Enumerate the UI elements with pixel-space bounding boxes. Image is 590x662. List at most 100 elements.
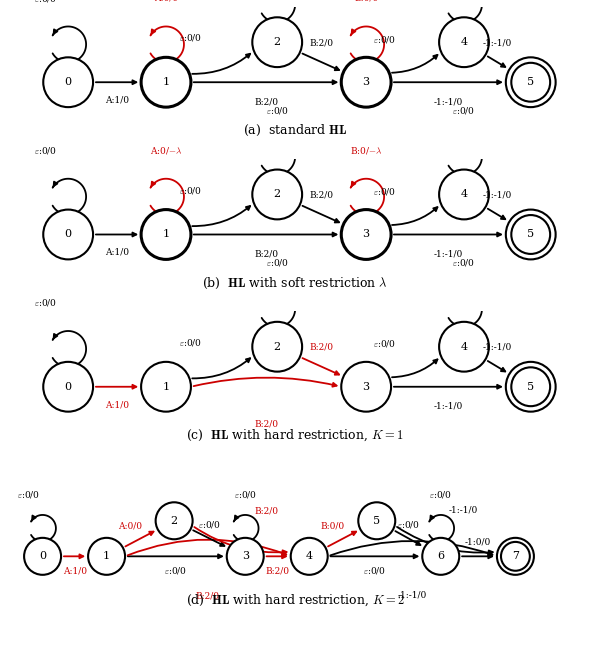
Circle shape (88, 538, 125, 575)
Text: B:2/0: B:2/0 (254, 506, 278, 515)
FancyArrowPatch shape (488, 209, 505, 219)
Text: $\varepsilon$:0/0: $\varepsilon$:0/0 (34, 297, 57, 308)
Text: B:0/0: B:0/0 (320, 521, 345, 530)
Text: B:0/0: B:0/0 (354, 0, 378, 3)
Circle shape (227, 538, 264, 575)
FancyArrowPatch shape (330, 554, 418, 558)
Text: $\varepsilon$:0/0: $\varepsilon$:0/0 (453, 105, 476, 116)
FancyArrowPatch shape (126, 532, 153, 546)
FancyArrowPatch shape (303, 206, 339, 222)
Text: $\varepsilon$:0/0: $\varepsilon$:0/0 (429, 489, 453, 500)
Text: 2: 2 (171, 516, 178, 526)
Text: $\varepsilon$:0/0: $\varepsilon$:0/0 (266, 105, 289, 116)
Circle shape (341, 58, 391, 107)
FancyArrowPatch shape (488, 361, 505, 371)
Circle shape (43, 362, 93, 412)
Text: $\varepsilon$:0/0: $\varepsilon$:0/0 (266, 257, 289, 268)
Text: 7: 7 (512, 551, 519, 561)
Text: B:2/0: B:2/0 (266, 566, 289, 575)
Text: -1:-1/0: -1:-1/0 (483, 191, 512, 199)
FancyArrowPatch shape (328, 532, 356, 546)
Text: $\varepsilon$:0/0: $\varepsilon$:0/0 (34, 0, 57, 4)
Text: A:1/0: A:1/0 (105, 95, 129, 105)
Text: 1: 1 (162, 230, 169, 240)
Circle shape (506, 362, 556, 412)
Text: 4: 4 (460, 189, 468, 199)
FancyArrowPatch shape (394, 385, 501, 389)
FancyArrowPatch shape (392, 55, 437, 73)
Circle shape (341, 362, 391, 412)
Circle shape (341, 210, 391, 260)
FancyArrowPatch shape (64, 554, 83, 558)
Text: (c)  $\mathbf{HL}$ with hard restriction, $K=1$: (c) $\mathbf{HL}$ with hard restriction,… (186, 428, 404, 443)
Circle shape (506, 58, 556, 107)
FancyArrowPatch shape (488, 56, 505, 67)
Text: 3: 3 (363, 230, 370, 240)
Text: -1:0/0: -1:0/0 (465, 538, 491, 547)
FancyArrowPatch shape (96, 80, 136, 84)
FancyArrowPatch shape (392, 207, 437, 225)
Text: 3: 3 (363, 382, 370, 392)
Text: (b)  $\mathbf{HL}$ with soft restriction $\lambda$: (b) $\mathbf{HL}$ with soft restriction … (202, 275, 388, 291)
FancyArrowPatch shape (394, 80, 501, 84)
Circle shape (506, 210, 556, 260)
Text: $\varepsilon$:0/0: $\varepsilon$:0/0 (164, 565, 188, 576)
Text: (a)  standard $\mathbf{HL}$: (a) standard $\mathbf{HL}$ (243, 123, 347, 138)
Text: 3: 3 (363, 77, 370, 87)
Text: (d)  $\mathbf{HL}$ with hard restriction, $K=2$: (d) $\mathbf{HL}$ with hard restriction,… (186, 592, 404, 608)
FancyArrowPatch shape (192, 206, 250, 226)
Circle shape (141, 362, 191, 412)
FancyArrowPatch shape (267, 554, 286, 558)
FancyArrowPatch shape (192, 54, 250, 74)
Text: 5: 5 (527, 382, 535, 392)
FancyArrowPatch shape (127, 540, 286, 555)
Text: 6: 6 (437, 551, 444, 561)
Text: $\varepsilon$:0/0: $\varepsilon$:0/0 (373, 34, 396, 44)
Text: $\varepsilon$:0/0: $\varepsilon$:0/0 (34, 145, 57, 156)
Text: 1: 1 (103, 551, 110, 561)
Text: B:2/0: B:2/0 (254, 419, 278, 428)
Text: A:1/0: A:1/0 (63, 566, 87, 575)
Circle shape (422, 538, 459, 575)
Circle shape (439, 169, 489, 219)
Circle shape (156, 502, 192, 540)
Text: -1:-1/0: -1:-1/0 (483, 38, 512, 47)
FancyArrowPatch shape (392, 359, 437, 377)
Text: 4: 4 (460, 342, 468, 352)
Text: 5: 5 (527, 230, 535, 240)
FancyArrowPatch shape (462, 554, 492, 558)
Text: -1:-1/0: -1:-1/0 (483, 343, 512, 352)
Circle shape (43, 58, 93, 107)
Text: 2: 2 (274, 189, 281, 199)
Text: A:1/0: A:1/0 (105, 248, 129, 257)
Circle shape (43, 210, 93, 260)
FancyArrowPatch shape (96, 385, 136, 389)
FancyArrowPatch shape (394, 232, 501, 236)
Circle shape (291, 538, 327, 575)
Text: B:2/0: B:2/0 (254, 250, 278, 259)
Text: 0: 0 (39, 551, 46, 561)
FancyArrowPatch shape (395, 531, 421, 545)
Circle shape (253, 322, 302, 371)
Circle shape (439, 322, 489, 371)
Text: 5: 5 (527, 77, 535, 87)
Text: 0: 0 (64, 230, 72, 240)
Text: B:0/$-\lambda$: B:0/$-\lambda$ (350, 145, 382, 156)
Text: -1:-1/0: -1:-1/0 (434, 250, 463, 259)
Circle shape (439, 17, 489, 67)
FancyArrowPatch shape (397, 527, 493, 554)
Text: A:0/$-\lambda$: A:0/$-\lambda$ (150, 145, 182, 156)
Text: 0: 0 (64, 77, 72, 87)
Circle shape (358, 502, 395, 540)
Text: $\varepsilon$:0/0: $\varepsilon$:0/0 (179, 32, 202, 43)
Text: 2: 2 (274, 342, 281, 352)
Circle shape (253, 17, 302, 67)
Text: $\varepsilon$:0/0: $\varepsilon$:0/0 (363, 565, 386, 576)
Circle shape (253, 169, 302, 219)
FancyArrowPatch shape (128, 554, 222, 558)
Text: B:2/0: B:2/0 (310, 343, 334, 352)
FancyArrowPatch shape (194, 527, 287, 554)
Text: B:2/0: B:2/0 (196, 592, 220, 601)
Text: 1: 1 (162, 77, 169, 87)
FancyArrowPatch shape (193, 530, 224, 546)
